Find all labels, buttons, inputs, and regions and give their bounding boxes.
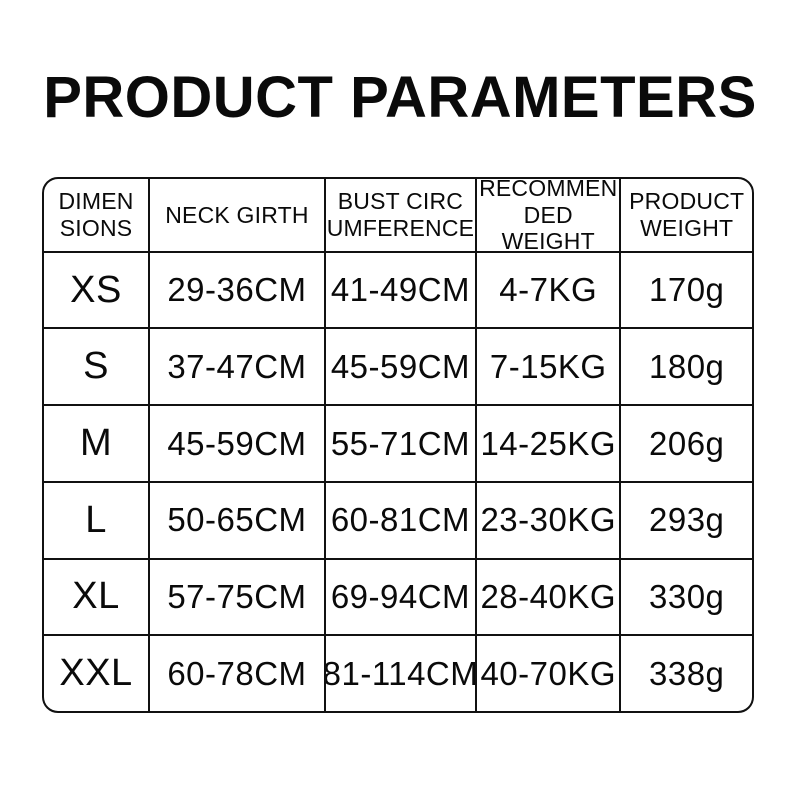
size-cell: L xyxy=(44,482,149,558)
product-weight-cell: 330g xyxy=(621,559,752,635)
product-weight-cell: 206g xyxy=(621,406,752,481)
header-cell-dimensions: DIMEN SIONS xyxy=(44,179,149,251)
bust-circumference-cell: 55-71CM xyxy=(325,406,476,481)
page-title: PRODUCT PARAMETERS xyxy=(43,65,757,130)
product-weight-cell: 293g xyxy=(621,482,752,558)
recommended-weight-cell: 4-7KG xyxy=(477,252,620,328)
product-parameters-table: DIMEN SIONS NECK GIRTH BUST CIRC UMFEREN… xyxy=(42,177,754,713)
neck-girth-cell: 57-75CM xyxy=(150,559,324,635)
bust-circumference-cell: 81-114CM xyxy=(325,636,476,711)
size-cell: XL xyxy=(44,559,149,635)
bust-circumference-cell: 41-49CM xyxy=(325,252,476,328)
recommended-weight-cell: 7-15KG xyxy=(477,329,620,405)
bust-circumference-cell: 60-81CM xyxy=(325,482,476,558)
product-weight-cell: 170g xyxy=(621,252,752,328)
neck-girth-cell: 29-36CM xyxy=(150,252,324,328)
header-cell-bust-circumference: BUST CIRC UMFERENCE xyxy=(325,179,476,251)
bust-circumference-cell: 69-94CM xyxy=(325,559,476,635)
neck-girth-cell: 45-59CM xyxy=(150,406,324,481)
recommended-weight-cell: 14-25KG xyxy=(477,406,620,481)
neck-girth-cell: 60-78CM xyxy=(150,636,324,711)
header-cell-product-weight: PRODUCT WEIGHT xyxy=(621,179,752,251)
size-cell: XS xyxy=(44,252,149,328)
product-weight-cell: 338g xyxy=(621,636,752,711)
recommended-weight-cell: 40-70KG xyxy=(477,636,620,711)
header-cell-recommended-weight: RECOMMEN DED WEIGHT xyxy=(477,179,620,251)
bust-circumference-cell: 45-59CM xyxy=(325,329,476,405)
recommended-weight-cell: 28-40KG xyxy=(477,559,620,635)
size-cell: S xyxy=(44,329,149,405)
size-cell: XXL xyxy=(44,636,149,711)
neck-girth-cell: 37-47CM xyxy=(150,329,324,405)
product-weight-cell: 180g xyxy=(621,329,752,405)
size-cell: M xyxy=(44,406,149,481)
recommended-weight-cell: 23-30KG xyxy=(477,482,620,558)
neck-girth-cell: 50-65CM xyxy=(150,482,324,558)
header-cell-neck-girth: NECK GIRTH xyxy=(150,179,324,251)
